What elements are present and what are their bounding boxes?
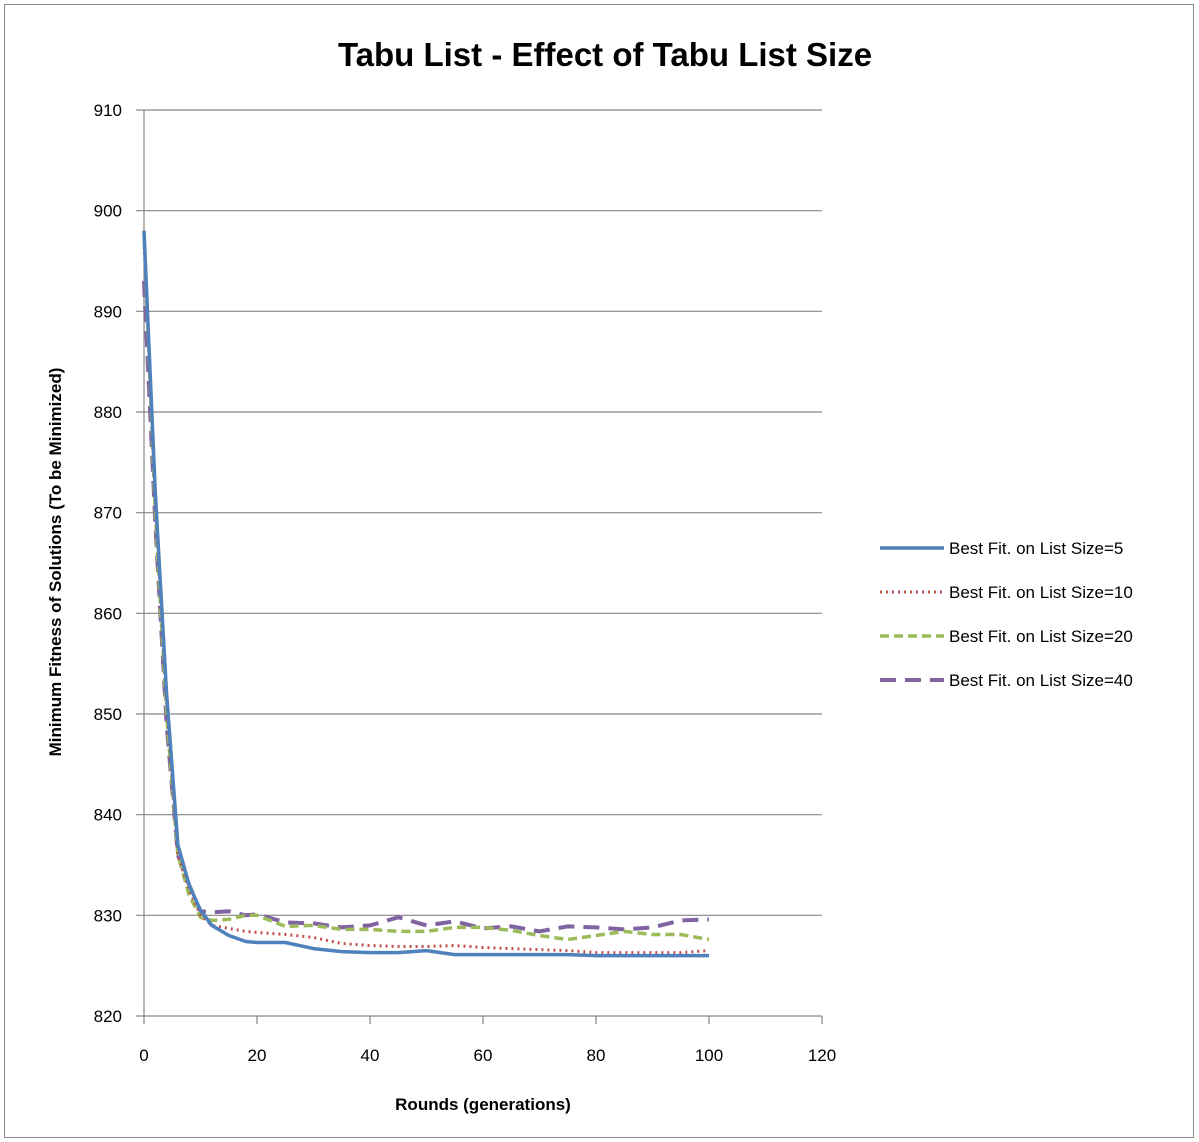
x-tick-label: 120 xyxy=(808,1046,836,1065)
y-tick-label: 830 xyxy=(94,906,122,925)
chart-title: Tabu List - Effect of Tabu List Size xyxy=(338,36,872,73)
x-tick-label: 40 xyxy=(361,1046,380,1065)
x-tick-label: 20 xyxy=(248,1046,267,1065)
y-tick-label: 910 xyxy=(94,101,122,120)
y-tick-label: 820 xyxy=(94,1007,122,1026)
x-tick-label: 0 xyxy=(139,1046,148,1065)
series-line-4 xyxy=(142,281,710,934)
legend-label-3: Best Fit. on List Size=20 xyxy=(949,627,1133,646)
x-tick-label: 80 xyxy=(587,1046,606,1065)
y-tick-label: 860 xyxy=(94,604,122,623)
series-line-2 xyxy=(142,240,710,955)
y-tick-label: 870 xyxy=(94,504,122,523)
legend: Best Fit. on List Size=5 Best Fit. on Lis… xyxy=(880,539,1133,690)
x-axis-title: Rounds (generations) xyxy=(395,1095,571,1114)
y-tick-label: 840 xyxy=(94,806,122,825)
gridlines xyxy=(136,109,822,1017)
y-tick-label: 850 xyxy=(94,705,122,724)
series-line-1 xyxy=(142,230,709,958)
y-tick-label: 880 xyxy=(94,403,122,422)
legend-label-2: Best Fit. on List Size=10 xyxy=(949,583,1133,602)
chart-area xyxy=(4,4,1194,1138)
series-line-3 xyxy=(142,230,710,942)
axes: 820 830 840 850 860 870 880 890 900 910 0 20 40 60 80 1… xyxy=(94,101,837,1065)
y-tick-label: 900 xyxy=(94,202,122,221)
legend-label-4: Best Fit. on List Size=40 xyxy=(949,671,1133,690)
y-tick-label: 890 xyxy=(94,302,122,321)
y-axis-title: Minimum Fitness of Solutions (To be Mini… xyxy=(46,368,65,757)
legend-label-1: Best Fit. on List Size=5 xyxy=(949,539,1123,558)
series-lines xyxy=(142,230,710,958)
x-tick-label: 60 xyxy=(474,1046,493,1065)
x-tick-label: 100 xyxy=(695,1046,723,1065)
